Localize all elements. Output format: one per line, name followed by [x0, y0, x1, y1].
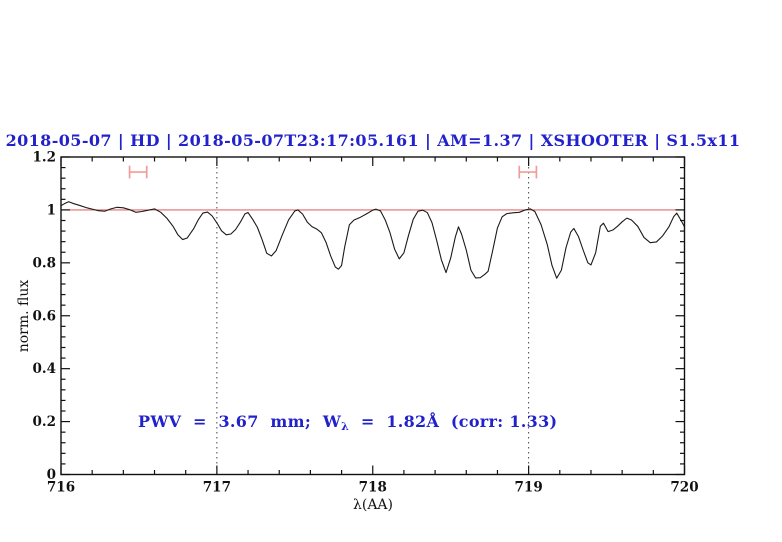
x-tick-label: 720 — [670, 480, 698, 496]
annotation-lambda-subscript: λ — [341, 420, 350, 433]
y-tick-label: 0.6 — [33, 308, 57, 324]
annotation-suffix: = 1.82Å (corr: 1.33) — [349, 412, 558, 431]
x-tick-label: 719 — [515, 480, 543, 496]
y-tick-label: 0.4 — [33, 361, 57, 377]
y-tick-label: 0 — [47, 467, 56, 483]
annotation-prefix: PWV = 3.67 mm; W — [138, 412, 342, 431]
y-tick-label: 1 — [47, 202, 56, 218]
y-tick-label: 0.2 — [33, 414, 57, 430]
y-axis-title: norm. flux — [16, 279, 32, 353]
pwv-annotation: PWV = 3.67 mm; Wλ = 1.82Å (corr: 1.33) — [138, 412, 557, 433]
axis-ticks — [60, 156, 686, 476]
figure-title: 2018-05-07 | HD | 2018-05-07T23:17:05.16… — [5, 131, 741, 150]
x-tick-label: 717 — [203, 480, 231, 496]
x-axis-title: λ(AA) — [352, 497, 394, 513]
x-tick-label: 718 — [359, 480, 387, 496]
y-tick-label: 0.8 — [33, 255, 57, 271]
bandpass-marker — [518, 165, 538, 179]
bandpass-marker — [128, 165, 148, 179]
x-tick-label: 716 — [47, 480, 75, 496]
spectrum-line — [60, 201, 686, 279]
y-tick-label: 1.2 — [33, 150, 57, 166]
